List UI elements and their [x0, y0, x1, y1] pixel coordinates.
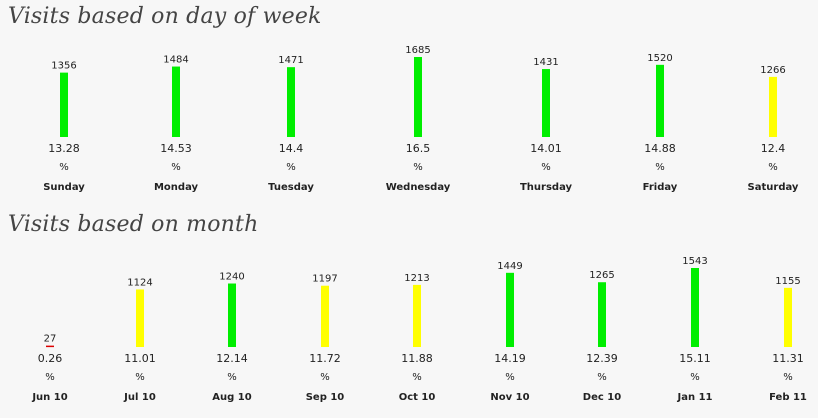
bar	[542, 69, 550, 137]
percent-unit-label: %	[171, 162, 181, 173]
value-label: 1449	[497, 261, 522, 272]
category-label: Aug 10	[212, 392, 251, 403]
bar	[769, 76, 777, 137]
percent-unit-label: %	[45, 372, 55, 383]
percent-unit-label: %	[541, 162, 551, 173]
bar	[691, 268, 699, 347]
bar	[60, 72, 68, 137]
category-label: Sunday	[43, 182, 85, 193]
percent-unit-label: %	[135, 372, 145, 383]
category-label: Wednesday	[386, 182, 451, 193]
percentage-label: 14.19	[494, 352, 526, 365]
value-label: 1471	[278, 55, 303, 66]
weekday-chart-title: Visits based on day of week	[8, 4, 322, 29]
percentage-label: 12.14	[216, 352, 248, 365]
category-label: Saturday	[748, 182, 799, 193]
percent-unit-label: %	[286, 162, 296, 173]
bar	[506, 272, 514, 347]
percentage-label: 13.28	[48, 142, 80, 155]
value-label: 1124	[127, 277, 152, 288]
category-label: Nov 10	[490, 392, 529, 403]
value-label: 27	[44, 334, 57, 345]
percentage-label: 12.39	[586, 352, 618, 365]
bar	[136, 289, 144, 347]
value-label: 1685	[405, 45, 430, 56]
percentage-label: 14.88	[644, 142, 676, 155]
percent-unit-label: %	[412, 372, 422, 383]
percent-unit-label: %	[413, 162, 423, 173]
percent-unit-label: %	[59, 162, 69, 173]
percentage-label: 14.53	[160, 142, 192, 155]
value-label: 1197	[312, 274, 337, 285]
bar	[46, 345, 54, 348]
bar	[287, 67, 295, 137]
percent-unit-label: %	[783, 372, 793, 383]
value-label: 1213	[404, 273, 429, 284]
bar	[172, 66, 180, 137]
percentage-label: 16.5	[406, 142, 431, 155]
bar	[228, 283, 236, 347]
category-label: Jul 10	[123, 392, 156, 403]
value-label: 1431	[533, 57, 558, 68]
value-label: 1484	[163, 55, 188, 66]
percentage-label: 11.01	[124, 352, 156, 365]
bar	[414, 57, 422, 137]
percentage-label: 14.4	[279, 142, 304, 155]
category-label: Dec 10	[583, 392, 621, 403]
category-label: Friday	[643, 182, 678, 193]
category-label: Jan 11	[677, 392, 713, 403]
percent-unit-label: %	[320, 372, 330, 383]
percentage-label: 15.11	[679, 352, 711, 365]
category-label: Jun 10	[31, 392, 67, 403]
percentage-label: 12.4	[761, 142, 786, 155]
percentage-label: 14.01	[530, 142, 562, 155]
bar	[598, 282, 606, 347]
category-label: Monday	[154, 182, 199, 193]
month-chart-title: Visits based on month	[8, 212, 259, 237]
bar	[656, 64, 664, 137]
value-label: 1265	[589, 270, 614, 281]
bar	[784, 287, 792, 347]
value-label: 1356	[51, 61, 76, 72]
bar	[321, 285, 329, 347]
value-label: 1240	[219, 272, 244, 283]
percent-unit-label: %	[655, 162, 665, 173]
category-label: Feb 11	[769, 392, 807, 403]
percent-unit-label: %	[690, 372, 700, 383]
percentage-label: 0.26	[38, 352, 63, 365]
value-label: 1155	[775, 276, 800, 287]
category-label: Oct 10	[399, 392, 436, 403]
value-label: 1543	[682, 256, 707, 267]
category-label: Thursday	[520, 182, 573, 193]
percentage-label: 11.31	[772, 352, 804, 365]
weekday-bar-chart: 1356 13.28% Sunday 1484 14.53% Monday 1471 14.4…	[43, 45, 799, 193]
percent-unit-label: %	[768, 162, 778, 173]
percentage-label: 11.72	[309, 352, 341, 365]
category-label: Sep 10	[306, 392, 345, 403]
value-label: 1520	[647, 53, 672, 64]
value-label: 1266	[760, 65, 785, 76]
category-label: Tuesday	[268, 182, 314, 193]
percent-unit-label: %	[227, 372, 237, 383]
percent-unit-label: %	[597, 372, 607, 383]
bar	[413, 284, 421, 347]
percent-unit-label: %	[505, 372, 515, 383]
percentage-label: 11.88	[401, 352, 433, 365]
